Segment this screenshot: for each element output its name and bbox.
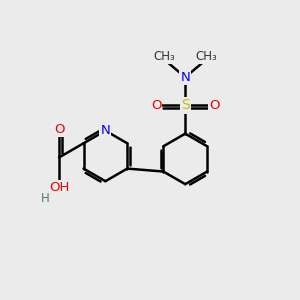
Text: O: O: [209, 99, 220, 112]
Text: O: O: [54, 123, 64, 136]
Text: CH₃: CH₃: [195, 50, 217, 63]
Text: N: N: [100, 124, 110, 137]
Text: S: S: [181, 98, 190, 112]
Text: H: H: [41, 192, 50, 205]
Text: N: N: [180, 71, 190, 84]
Text: OH: OH: [49, 181, 69, 194]
Text: CH₃: CH₃: [154, 50, 175, 63]
Text: O: O: [151, 99, 161, 112]
